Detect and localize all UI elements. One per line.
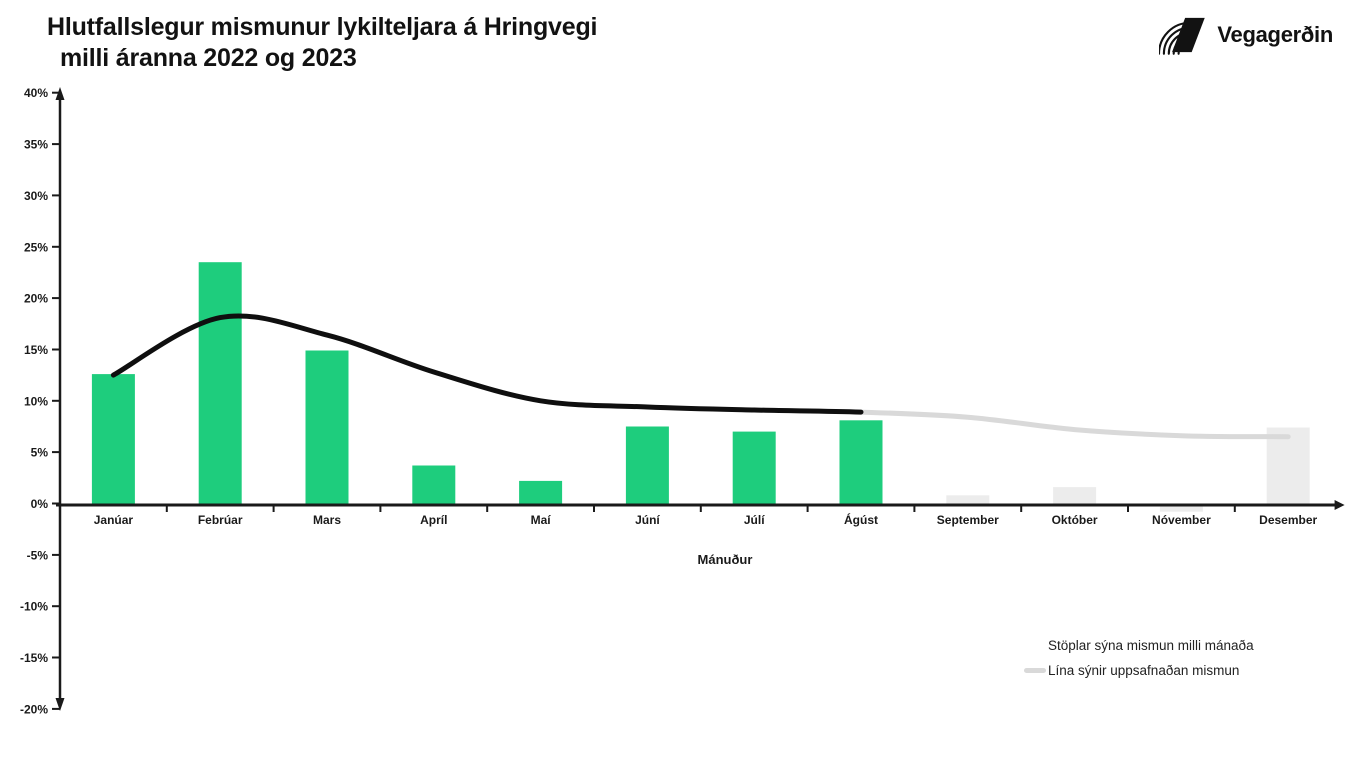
bar-month-8	[839, 420, 883, 504]
line-legend-swatch	[1024, 668, 1046, 673]
y-axis-tick-label: -20%	[20, 702, 48, 716]
bar-month-7	[732, 431, 776, 504]
x-axis-month-label: Október	[1052, 513, 1098, 527]
x-axis-month-label: Maí	[531, 513, 552, 527]
x-axis-month-label: September	[937, 513, 999, 527]
vegagerdin-logo-text: Vegagerðin	[1217, 22, 1333, 47]
y-axis-tick-label: 15%	[24, 343, 48, 357]
x-axis-month-label: Desember	[1259, 513, 1317, 527]
legend-bars-label: Stöplar sýna mismun milli mánaða	[1048, 638, 1254, 653]
chart-legend: Stöplar sýna mismun milli mánaða Lína sý…	[1024, 633, 1254, 683]
bar-month-10	[1053, 487, 1097, 504]
cumulative-line-projected	[858, 409, 1291, 440]
y-axis-tick-label: -10%	[20, 600, 48, 614]
bar-month-4	[412, 465, 456, 504]
bar-month-3	[305, 350, 349, 504]
bar-month-11	[1159, 503, 1203, 512]
x-axis-month-label: Febrúar	[198, 513, 243, 527]
x-axis-title: Mánuður	[698, 552, 753, 567]
title-line-2: milli áranna 2022 og 2023	[60, 44, 357, 72]
title-line-1: Hlutfallslegur mismunur lykilteljara á H…	[47, 13, 598, 41]
bar-legend-swatch	[1024, 643, 1046, 648]
legend-line-label: Lína sýnir uppsafnaðan mismun	[1048, 663, 1240, 678]
y-axis-tick-label: 0%	[31, 497, 49, 511]
x-axis-month-label: Júní	[635, 513, 660, 527]
page-title: Hlutfallslegur mismunur lykilteljara á H…	[47, 12, 597, 74]
x-axis-month-label: Júlí	[744, 513, 765, 527]
bar-month-6	[625, 426, 669, 504]
legend-item-line: Lína sýnir uppsafnaðan mismun	[1024, 658, 1254, 683]
y-axis-tick-label: 40%	[24, 86, 48, 100]
bar-month-5	[519, 480, 563, 504]
bar-month-1	[91, 374, 135, 504]
x-axis-arrow-icon	[1334, 500, 1345, 510]
bar-month-9	[946, 495, 990, 504]
y-axis-tick-label: 10%	[24, 394, 48, 408]
x-axis-month-label: Janúar	[94, 513, 134, 527]
y-axis-tick-label: 30%	[24, 189, 48, 203]
vegagerdin-logo: Vegagerðin	[1159, 14, 1333, 56]
x-axis-month-label: Mars	[313, 513, 341, 527]
cumulative-line-actual	[110, 313, 864, 415]
y-axis-tick-label: 5%	[31, 446, 49, 460]
legend-item-bars: Stöplar sýna mismun milli mánaða	[1024, 633, 1254, 658]
y-axis-tick-label: 20%	[24, 292, 48, 306]
x-axis-month-label: Apríl	[420, 513, 447, 527]
y-axis-tick-label: -15%	[20, 651, 48, 665]
vegagerdin-logo-icon	[1159, 17, 1206, 55]
y-axis-tick-label: 35%	[24, 138, 48, 152]
y-axis-tick-label: -5%	[27, 548, 49, 562]
bar-month-12	[1266, 427, 1310, 504]
y-axis-tick-label: 25%	[24, 240, 48, 254]
bar-month-2	[198, 262, 242, 504]
x-axis-month-label: Ágúst	[844, 512, 878, 527]
x-axis-month-label: Nóvember	[1152, 513, 1211, 527]
y-axis-bottom-arrow-icon	[55, 698, 65, 711]
